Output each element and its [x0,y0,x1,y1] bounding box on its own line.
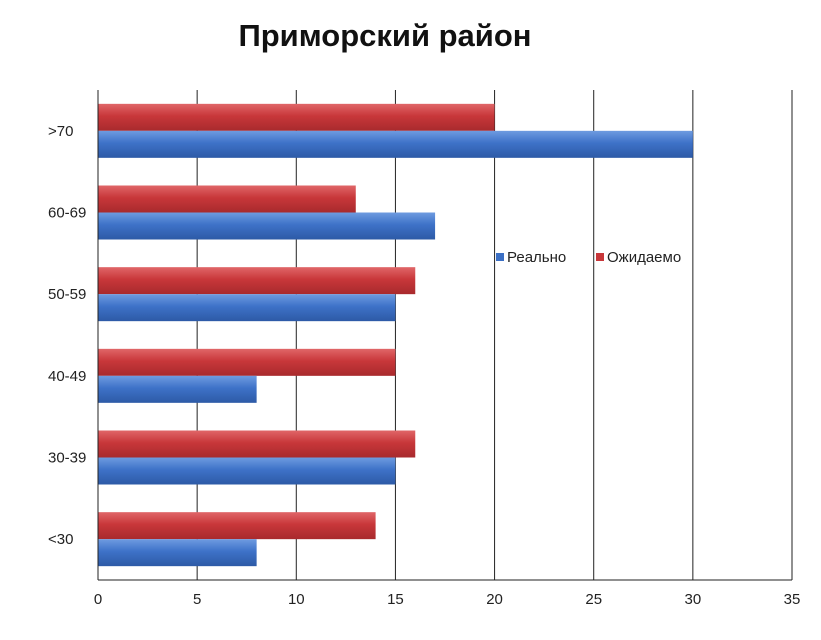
legend-label-expected: Ожидаемо [607,249,681,266]
y-tick-label: <30 [48,531,73,548]
x-tick-label: 35 [784,591,801,608]
x-tick-label: 0 [94,591,102,608]
bar-expected-0 [98,103,495,131]
legend-swatch-real [496,253,504,261]
bar-real-1 [98,212,436,240]
x-tick-label: 10 [288,591,305,608]
x-tick-label: 5 [193,591,201,608]
bar-expected-2 [98,267,416,295]
bar-real-4 [98,457,396,485]
bar-expected-4 [98,430,416,458]
axes: 0 5 10 15 20 25 30 35 >70 60-69 50-59 40-49 30-39 <30 [48,90,800,608]
y-tick-label: >70 [48,123,73,140]
y-tick-label: 30-39 [48,450,86,467]
x-tick-label: 20 [486,591,503,608]
bars [98,103,693,567]
x-tick-label: 25 [585,591,602,608]
bar-real-0 [98,130,693,158]
legend-label-real: Реально [507,249,566,266]
bar-expected-3 [98,348,396,376]
bar-expected-5 [98,512,376,540]
x-tick-label: 30 [685,591,702,608]
y-tick-label: 60-69 [48,205,86,222]
legend: Реально Ожидаемо [496,249,681,266]
bar-real-3 [98,375,257,403]
chart-title: Приморский район [238,18,531,53]
y-tick-label: 40-49 [48,368,86,385]
y-tick-label: 50-59 [48,286,86,303]
bar-expected-1 [98,185,356,213]
gridlines [196,90,793,580]
x-tick-label: 15 [387,591,404,608]
bar-real-5 [98,539,257,567]
bar-real-2 [98,294,396,322]
legend-swatch-expected [596,253,604,261]
